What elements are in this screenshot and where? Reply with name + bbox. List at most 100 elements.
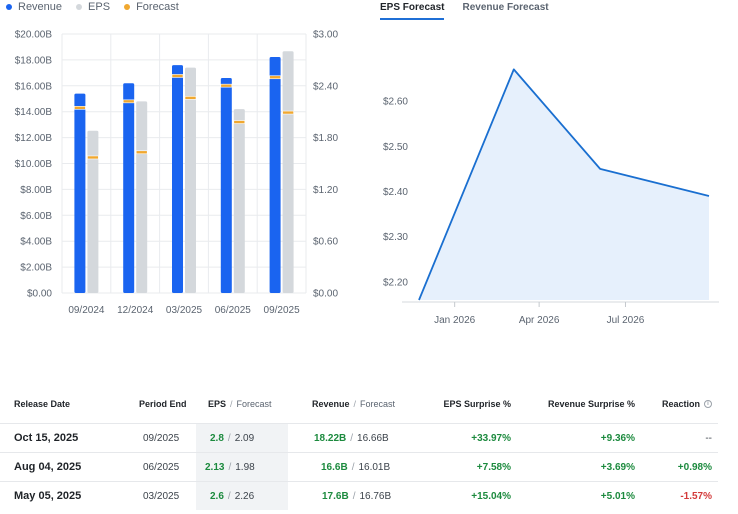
- header-reaction[interactable]: Reaction i: [662, 385, 712, 423]
- x-tick-label: 03/2025: [166, 305, 203, 316]
- eps-actual: 2.8: [210, 432, 224, 444]
- y-left-tick-label: $10.00B: [15, 159, 53, 170]
- eps-forecast-marker: [87, 155, 99, 160]
- y-left-tick-label: $16.00B: [15, 81, 53, 92]
- revenue-dot-icon: [6, 4, 12, 10]
- y-right-tick-label: $2.40: [313, 81, 338, 92]
- x-tick-label: Apr 2026: [519, 315, 560, 326]
- header-eps[interactable]: EPS / Forecast: [208, 385, 272, 423]
- reaction: +0.98%: [677, 461, 712, 473]
- period-end: 03/2025: [143, 490, 180, 502]
- eps-bar: [233, 109, 245, 293]
- y-right-tick-label: $0.00: [313, 289, 338, 300]
- eps-dot-icon: [76, 4, 83, 10]
- header-revenue-label: Revenue: [312, 399, 350, 409]
- header-revenue-forecast: Forecast: [360, 399, 396, 409]
- y-left-tick-label: $2.00B: [20, 263, 52, 274]
- revenue-forecast: 16.01B: [358, 461, 391, 473]
- revenue-actual: 16.6B: [321, 461, 348, 473]
- revenue-forecast: 16.66B: [357, 432, 389, 444]
- release-date: May 05, 2025: [14, 490, 82, 502]
- y-left-tick-label: $12.00B: [15, 133, 53, 144]
- revenue-value: 17.6B / 16.76B: [322, 482, 391, 510]
- info-icon[interactable]: i: [704, 400, 712, 408]
- revenue-surprise: +9.36%: [600, 432, 635, 444]
- revenue-separator: /: [351, 461, 355, 473]
- eps-separator: /: [228, 461, 232, 473]
- table-row[interactable]: Aug 04, 2025 06/2025 2.13 / 1.98 16.6B /…: [0, 452, 718, 481]
- table-row[interactable]: Oct 15, 2025 09/2025 2.8 / 2.09 18.22B /…: [0, 423, 718, 452]
- eps-value: 2.6 / 2.26: [210, 482, 254, 510]
- revenue-forecast-marker: [122, 99, 135, 104]
- header-reaction-label: Reaction: [661, 399, 700, 409]
- header-revenue-surprise[interactable]: Revenue Surprise %: [547, 399, 635, 409]
- eps-forecast-chart: $2.20 $2.30 $2.40 $2.50 $2.60 Jan 2026 Apr 202…: [383, 68, 719, 326]
- eps-forecast-marker: [233, 120, 246, 124]
- header-revenue[interactable]: Revenue / Forecast: [312, 385, 395, 423]
- y-tick-label: $2.30: [383, 232, 408, 243]
- eps-value: 2.8 / 2.09: [210, 424, 254, 452]
- header-revenue-separator: /: [353, 399, 357, 409]
- y-right-tick-label: $3.00: [313, 30, 338, 41]
- revenue-value: 16.6B / 16.01B: [321, 453, 390, 481]
- eps-forecast: 1.98: [235, 461, 255, 473]
- eps-forecast-marker: [282, 110, 294, 115]
- y-tick-label: $2.20: [383, 277, 408, 288]
- period-end: 06/2025: [143, 461, 180, 473]
- eps-forecast: 2.26: [234, 490, 255, 502]
- header-eps-separator: /: [230, 399, 233, 409]
- revenue-value: 18.22B / 16.66B: [314, 424, 389, 452]
- period-end: 09/2025: [143, 432, 180, 444]
- revenue-bar: [172, 65, 183, 293]
- x-tick-label: Jul 2026: [607, 315, 645, 326]
- revenue-forecast-marker: [269, 75, 281, 80]
- legend-forecast[interactable]: Forecast: [124, 1, 179, 13]
- eps-forecast-marker: [184, 96, 197, 100]
- legend-revenue-label: Revenue: [18, 1, 63, 13]
- release-date: Aug 04, 2025: [14, 461, 82, 473]
- y-tick-label: $2.60: [383, 97, 408, 108]
- x-tick-label: 06/2025: [215, 305, 252, 316]
- forecast-dot-icon: [124, 4, 131, 10]
- y-tick-label: $2.40: [383, 187, 408, 198]
- y-left-tick-label: $18.00B: [15, 55, 53, 66]
- x-tick-label: 12/2024: [117, 305, 154, 316]
- revenue-actual: 18.22B: [314, 432, 347, 444]
- eps-forecast: 2.09: [234, 432, 255, 444]
- revenue-forecast-marker: [220, 83, 233, 88]
- release-date: Oct 15, 2025: [14, 432, 79, 444]
- eps-column-highlight: [196, 424, 288, 452]
- revenue-surprise: +5.01%: [600, 490, 635, 502]
- reaction: --: [705, 432, 712, 444]
- legend-revenue[interactable]: Revenue: [6, 1, 62, 13]
- forecast-area: [419, 69, 709, 301]
- forecast-line: [418, 68, 710, 301]
- revenue-bar: [220, 78, 232, 293]
- legend-eps[interactable]: EPS: [76, 1, 110, 13]
- tab-eps-forecast[interactable]: EPS Forecast: [380, 0, 445, 20]
- x-tick-label: 09/2024: [68, 305, 105, 316]
- eps-bar: [136, 101, 148, 293]
- forecast-tabs: EPS Forecast Revenue Forecast: [380, 0, 549, 20]
- eps-column-highlight: [196, 482, 288, 510]
- table-row[interactable]: May 05, 2025 03/2025 2.6 / 2.26 17.6B / …: [0, 481, 718, 510]
- revenue-forecast-marker: [171, 74, 184, 78]
- eps-bar: [87, 130, 99, 293]
- y-left-tick-label: $0.00: [27, 289, 52, 300]
- eps-surprise: +7.58%: [476, 461, 511, 473]
- header-eps-forecast: Forecast: [236, 399, 272, 409]
- y-right-tick-label: $1.80: [313, 133, 338, 144]
- y-right-tick-label: $1.20: [313, 185, 338, 196]
- eps-bar: [282, 51, 294, 294]
- header-release-date[interactable]: Release Date: [14, 399, 71, 409]
- revenue-separator: /: [350, 432, 354, 444]
- eps-actual: 2.6: [210, 490, 224, 502]
- header-eps-surprise[interactable]: EPS Surprise %: [443, 399, 511, 409]
- eps-separator: /: [227, 432, 231, 444]
- tab-revenue-forecast[interactable]: Revenue Forecast: [462, 2, 549, 13]
- revenue-bar: [74, 93, 86, 293]
- header-period-end[interactable]: Period End: [139, 399, 187, 409]
- y-left-tick-label: $6.00B: [20, 211, 52, 222]
- y-left-tick-label: $20.00B: [15, 30, 53, 41]
- y-tick-label: $2.50: [383, 142, 408, 153]
